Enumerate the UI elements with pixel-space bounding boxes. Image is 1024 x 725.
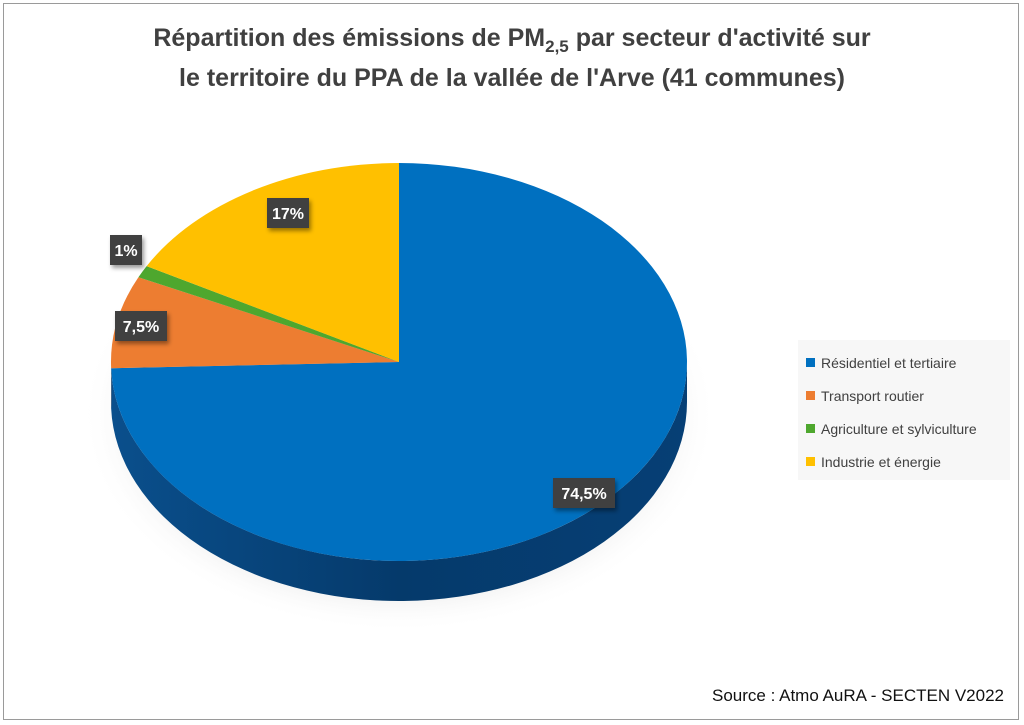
title-subscript: 2,5: [545, 37, 569, 56]
data-label-box: [110, 235, 142, 265]
title-line1: Répartition des émissions de PM: [153, 24, 546, 52]
legend-label: Transport routier: [821, 387, 924, 404]
chart-title: Répartition des émissions de PM2,5 par s…: [0, 18, 1024, 98]
legend-swatch: [806, 424, 815, 433]
pie-slice-industrie-et-nergie: [146, 163, 399, 362]
data-label: 7,5%: [123, 319, 159, 336]
legend: Résidentiel et tertiaire Transport routie…: [798, 340, 1010, 480]
title-line1-end: par secteur d'activité sur: [568, 24, 871, 52]
title-line2: le territoire du PPA de la vallée de l'A…: [179, 64, 845, 92]
data-label: 74,5%: [561, 486, 606, 503]
pie-slice-r-sidentiel-et-tertiaire: [111, 163, 688, 561]
legend-swatch: [806, 358, 815, 367]
pie-slice-transport-routier: [110, 277, 399, 369]
legend-label: Industrie et énergie: [821, 453, 941, 470]
data-label-box: [553, 478, 615, 508]
legend-item: Agriculture et sylviculture: [806, 412, 1010, 445]
legend-swatch: [806, 391, 815, 400]
legend-item: Transport routier: [806, 379, 1010, 412]
data-label: 17%: [272, 206, 304, 223]
legend-label: Agriculture et sylviculture: [821, 420, 977, 437]
pie-slice-agriculture-et-sylviculture: [138, 266, 400, 362]
data-label: 1%: [114, 243, 137, 260]
legend-item: Industrie et énergie: [806, 445, 1010, 478]
data-label-box: [115, 311, 167, 341]
chart-frame: [3, 3, 1019, 720]
legend-item: Résidentiel et tertiaire: [806, 346, 1010, 379]
legend-swatch: [806, 457, 815, 466]
pie-side-0: [111, 362, 688, 602]
source-note: Source : Atmo AuRA - SECTEN V2022: [712, 686, 1004, 705]
data-label-box: [267, 198, 309, 228]
legend-label: Résidentiel et tertiaire: [821, 354, 957, 371]
